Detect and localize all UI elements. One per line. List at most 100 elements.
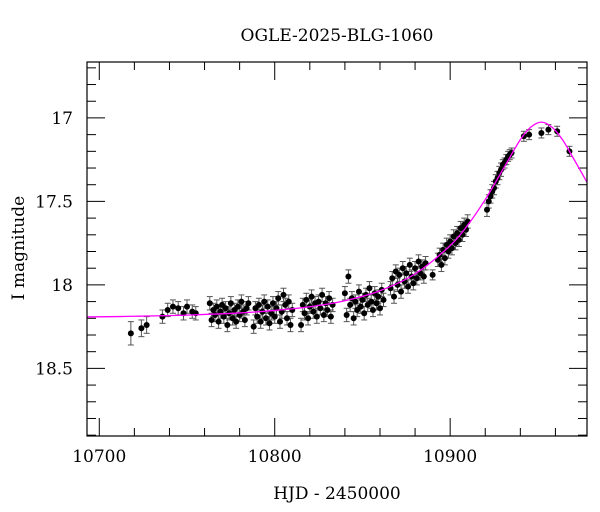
data-point (234, 303, 241, 310)
data-points (127, 126, 573, 337)
data-point (554, 128, 561, 135)
data-point (303, 296, 310, 303)
data-point (261, 298, 268, 305)
data-point (280, 291, 287, 298)
data-point (271, 313, 278, 320)
data-point (220, 313, 227, 320)
data-point (206, 300, 213, 307)
data-point (250, 323, 257, 330)
x-tick-label: 10900 (423, 447, 477, 467)
data-point (159, 313, 166, 320)
data-point (138, 325, 145, 332)
data-point (301, 310, 308, 317)
x-tick-label: 10800 (248, 447, 302, 467)
data-point (164, 306, 171, 313)
x-axis-label: HJD - 2450000 (273, 484, 401, 504)
data-point (538, 129, 545, 136)
data-point (447, 238, 454, 245)
data-point (410, 280, 417, 287)
data-point (326, 295, 333, 302)
data-point (327, 313, 334, 320)
data-point (412, 265, 419, 272)
data-point (438, 261, 445, 268)
data-point (415, 258, 422, 265)
data-point (255, 301, 262, 308)
data-point (184, 303, 190, 310)
data-point (448, 245, 455, 252)
data-point (284, 315, 290, 322)
data-point (266, 320, 273, 327)
data-point (441, 255, 448, 262)
data-point (406, 261, 413, 268)
y-tick-label: 17 (51, 109, 73, 129)
data-point (287, 321, 294, 328)
data-point (257, 318, 264, 325)
data-point (420, 273, 427, 280)
data-point (310, 308, 317, 315)
data-point (399, 265, 406, 272)
data-point (305, 315, 312, 322)
data-point (238, 298, 245, 305)
data-point (308, 293, 315, 300)
data-point (391, 293, 398, 300)
data-point (429, 271, 436, 278)
data-point (485, 198, 492, 205)
data-point (175, 305, 182, 312)
data-point (169, 303, 176, 310)
data-point (454, 230, 461, 237)
tick-labels: 10700 10800 10900 17 17.5 18 18.5 (35, 109, 477, 467)
data-point (299, 301, 306, 308)
model-curve (87, 121, 587, 318)
data-point (317, 305, 324, 312)
data-point (320, 311, 327, 318)
data-point (341, 290, 348, 297)
data-point (368, 298, 375, 305)
data-point (324, 306, 331, 313)
data-point (241, 316, 248, 323)
x-tick-label: 10700 (72, 447, 126, 467)
data-point (355, 288, 362, 295)
data-point (373, 300, 380, 307)
data-point (369, 306, 376, 313)
data-point (213, 303, 220, 310)
data-point (357, 303, 364, 310)
data-point (319, 291, 326, 298)
data-point (343, 311, 350, 318)
data-point (545, 126, 552, 133)
data-point (275, 295, 282, 302)
axis-ticks (87, 62, 587, 436)
data-point (224, 321, 231, 328)
data-point (413, 275, 420, 282)
y-axis-label: I magnitude (9, 196, 29, 300)
data-point (254, 313, 261, 320)
data-point (389, 275, 396, 282)
data-point (289, 306, 296, 313)
y-tick-label: 18.5 (35, 359, 73, 379)
y-tick-label: 17.5 (35, 192, 73, 212)
data-point (526, 131, 533, 138)
data-point (222, 305, 229, 312)
data-point (127, 330, 134, 337)
y-tick-label: 18 (51, 276, 73, 296)
data-point (245, 300, 252, 307)
data-point (359, 296, 366, 303)
data-point (285, 298, 292, 305)
data-point (276, 318, 283, 325)
data-point (361, 310, 368, 317)
data-point (376, 305, 383, 312)
data-point (143, 321, 150, 328)
data-point (227, 300, 234, 307)
data-point (217, 308, 224, 315)
data-point (233, 318, 240, 325)
data-point (269, 300, 276, 307)
data-point (264, 303, 271, 310)
data-point (403, 270, 410, 277)
data-point (243, 305, 250, 312)
data-point (352, 298, 359, 305)
data-point (487, 193, 494, 200)
data-point (262, 315, 269, 322)
chart-title: OGLE-2025-BLG-1060 (241, 26, 434, 46)
data-point (350, 315, 357, 322)
data-point (455, 236, 462, 243)
